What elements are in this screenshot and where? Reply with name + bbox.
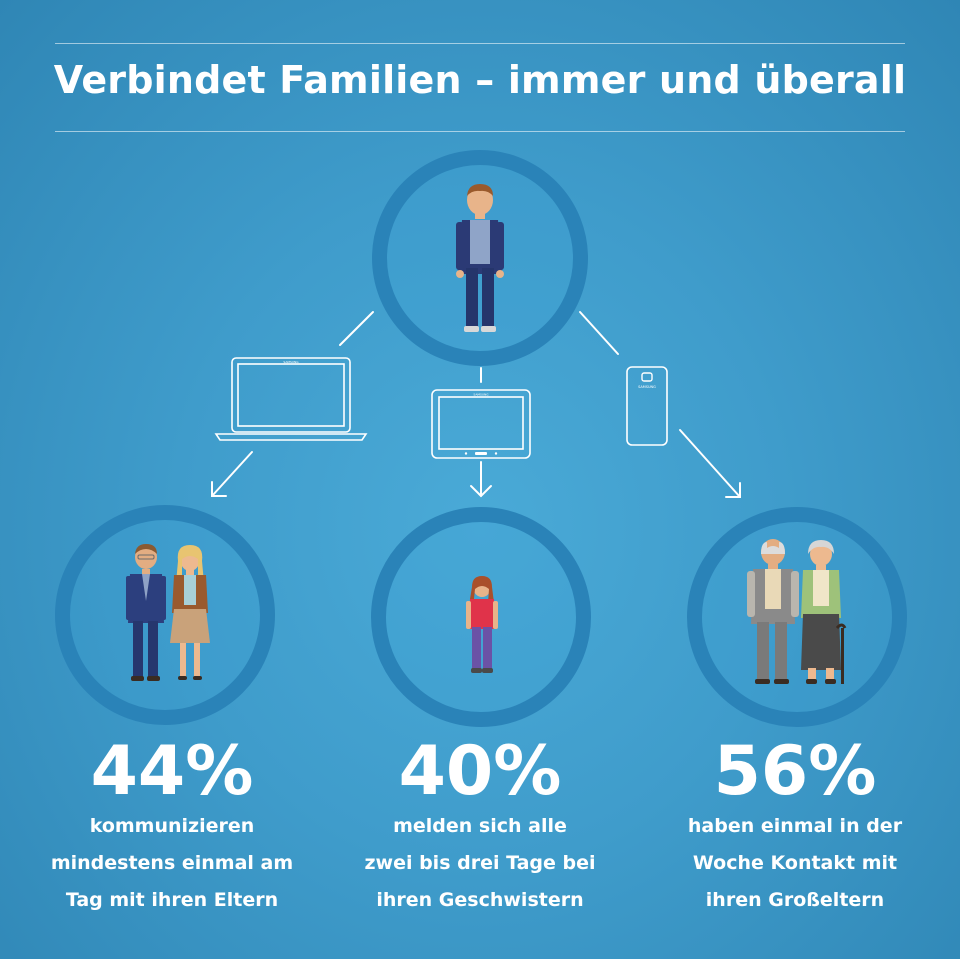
- young-man-figure: [456, 184, 504, 332]
- phone-brand: SAMSUNG: [638, 385, 656, 389]
- caption-line: ihren Großeltern: [705, 889, 885, 911]
- caption-line: kommunizieren: [89, 815, 255, 837]
- tablet-brand: SAMSUNG: [473, 393, 489, 397]
- caption-line: haben einmal in der: [687, 815, 903, 837]
- caption-line: zwei bis drei Tage bei: [364, 852, 596, 874]
- girl-figure: [466, 576, 498, 673]
- tablet-icon: SAMSUNG: [431, 389, 531, 459]
- caption-line: Woche Kontakt mit: [692, 852, 898, 874]
- stat-siblings-caption: melden sich alle zwei bis drei Tage bei …: [320, 808, 640, 919]
- stat-grandparents-value: 56%: [713, 732, 877, 811]
- smartphone-icon: SAMSUNG: [626, 366, 668, 446]
- stat-grandparents-caption: haben einmal in der Woche Kontakt mit ih…: [635, 808, 955, 919]
- caption-line: melden sich alle: [393, 815, 567, 837]
- stat-parents-caption: kommunizieren mindestens einmal am Tag m…: [12, 808, 332, 919]
- parents-figure: [126, 544, 210, 681]
- caption-line: mindestens einmal am: [50, 852, 294, 874]
- grandparents-figure: [747, 539, 847, 684]
- caption-line: Tag mit ihren Eltern: [65, 889, 279, 911]
- connector-lines: [0, 0, 960, 520]
- laptop-brand: SAMSUNG: [283, 360, 299, 364]
- stat-parents-value: 44%: [90, 732, 254, 811]
- stat-siblings-value: 40%: [398, 732, 562, 811]
- caption-line: ihren Geschwistern: [376, 889, 584, 911]
- page-title: Verbindet Familien – immer und überall: [53, 58, 907, 102]
- top-divider: [55, 43, 905, 44]
- title-divider: [55, 131, 905, 132]
- laptop-icon: SAMSUNG: [214, 357, 368, 441]
